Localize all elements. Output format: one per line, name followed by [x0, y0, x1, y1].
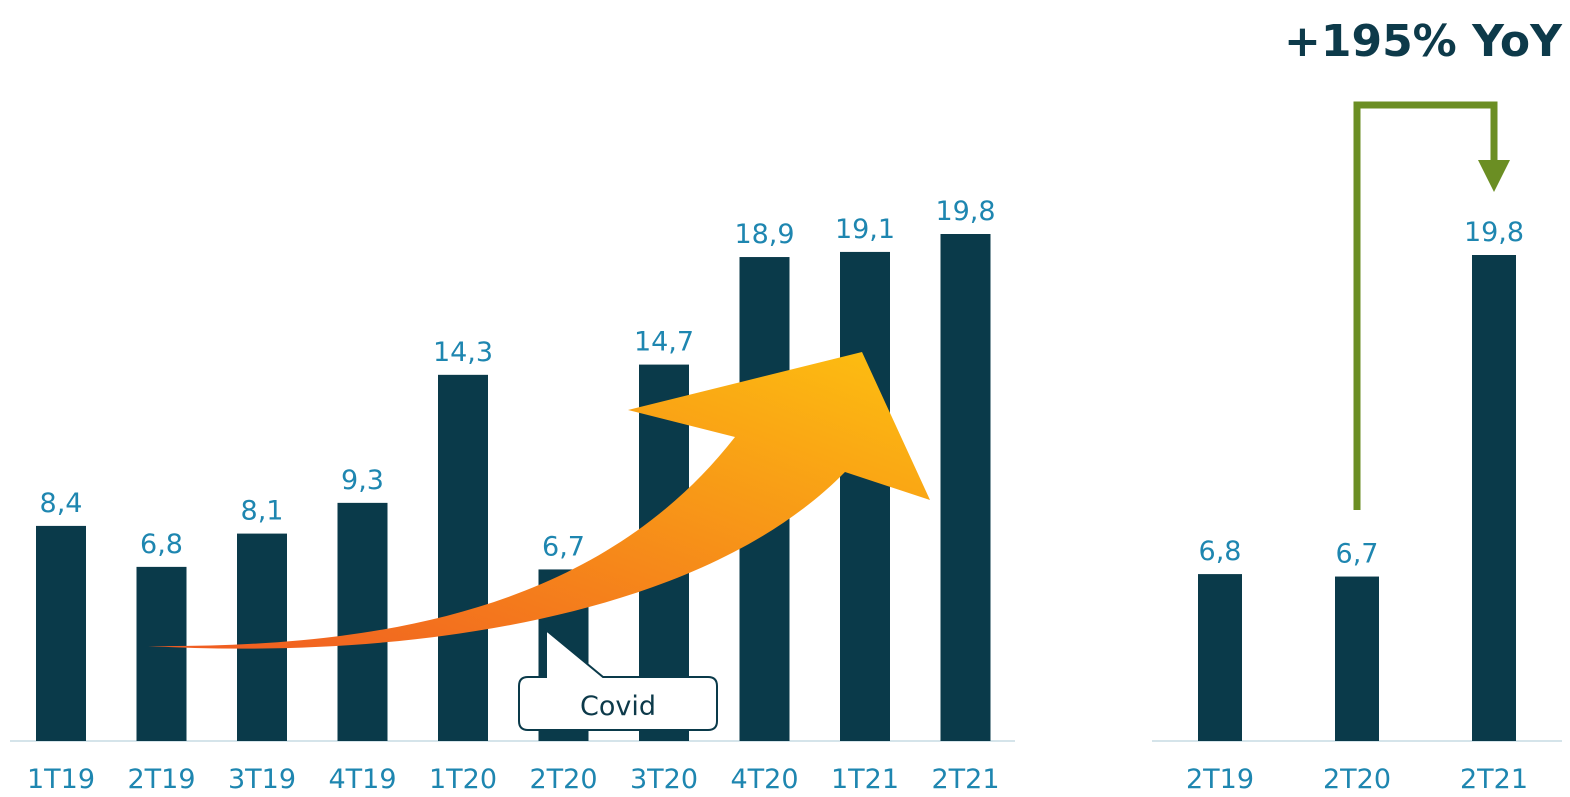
value-label-1T19: 8,4: [40, 488, 83, 519]
green-bracket-arrow-icon: [1353, 101, 1510, 510]
x-tick-4T20: 4T20: [730, 764, 798, 795]
x-tick-1T19: 1T19: [27, 764, 95, 795]
x-tick-2T19: 2T19: [127, 764, 195, 795]
bar-1T19: [36, 525, 86, 741]
bar-2T21: [940, 234, 991, 741]
value-label-3T19: 8,1: [241, 496, 284, 527]
value-label-2T21: 19,8: [935, 196, 995, 227]
callout-text: Covid: [580, 691, 656, 722]
value-label-1T21: 19,1: [835, 214, 895, 245]
x-tick-3T20: 3T20: [630, 764, 698, 795]
bar-2T20: [1335, 576, 1379, 741]
covid-callout: Covid: [518, 627, 718, 731]
x-tick-2T21: 2T21: [1460, 764, 1528, 795]
bar-3T19: [237, 533, 287, 741]
x-tick-2T20: 2T20: [529, 764, 597, 795]
x-tick-2T21: 2T21: [931, 764, 999, 795]
value-label-2T20: 6,7: [1336, 539, 1379, 570]
value-label-1T20: 14,3: [433, 337, 493, 368]
yoy-growth-label: +195% YoY: [1284, 16, 1563, 67]
value-label-2T21: 19,8: [1464, 217, 1524, 248]
value-label-2T19: 6,8: [1199, 536, 1242, 567]
value-label-4T19: 9,3: [341, 465, 384, 496]
yoy-bar-chart: 6,8 6,7 19,8 2T19 2T20 2T21 +195% YoY: [1152, 16, 1563, 795]
x-tick-2T19: 2T19: [1186, 764, 1254, 795]
x-tick-1T21: 1T21: [831, 764, 899, 795]
value-label-3T20: 14,7: [634, 327, 694, 358]
x-tick-3T19: 3T19: [228, 764, 296, 795]
bar-1T20: [438, 374, 488, 741]
x-tick-1T20: 1T20: [429, 764, 497, 795]
value-label-2T20: 6,7: [542, 531, 585, 562]
orange-curved-arrow-icon: [148, 352, 930, 649]
bar-2T19: [1198, 574, 1242, 741]
callout-bubble: [518, 627, 718, 731]
x-tick-4T19: 4T19: [328, 764, 396, 795]
value-label-4T20: 18,9: [734, 219, 794, 250]
x-tick-2T20: 2T20: [1323, 764, 1391, 795]
quarterly-bar-chart: 8,4 6,8 8,1 9,3 14,3 6,7 14,7 18,9 19,1 19,8 1T19…: [10, 196, 1015, 795]
bar-4T19: [337, 502, 388, 741]
bar-2T19: [136, 566, 187, 741]
bar-2T21: [1472, 255, 1516, 741]
bar-1T21: [840, 251, 890, 741]
value-label-2T19: 6,8: [140, 529, 183, 560]
